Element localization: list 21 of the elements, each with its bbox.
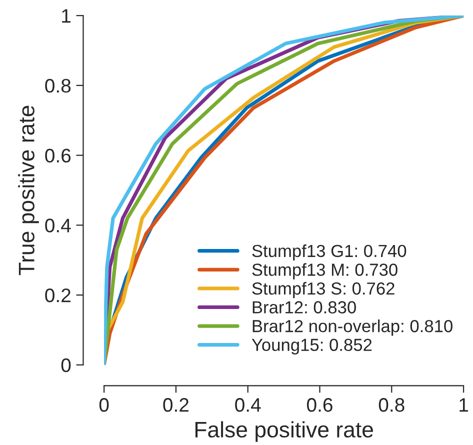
legend-label: Brar12 non-overlap: 0.810 xyxy=(252,320,452,336)
x-tick-label: 1 xyxy=(460,398,468,412)
legend-label: Young15: 0.852 xyxy=(252,338,372,354)
y-tick-label: 0.4 xyxy=(45,218,71,232)
legend-label: Stumpf13 S: 0.762 xyxy=(252,282,394,298)
x-tick-label: 0 xyxy=(99,398,109,412)
y-tick-label: 0.8 xyxy=(45,78,71,93)
legend-label: Stumpf13 G1: 0.740 xyxy=(252,244,406,261)
x-axis-title: False positive rate xyxy=(195,421,373,442)
line-series xyxy=(104,16,464,365)
x-tick-label: 0.8 xyxy=(378,398,404,412)
x-tick-label: 0.2 xyxy=(163,398,188,412)
x-tick-label: 0.6 xyxy=(306,398,332,412)
legend-label: Brar12: 0.830 xyxy=(252,301,356,314)
y-tick-label: 1 xyxy=(62,9,70,23)
y-tick-label: 0.6 xyxy=(45,148,71,163)
y-axis-title: True positive rate xyxy=(18,106,39,276)
y-tick-label: 0.2 xyxy=(45,288,70,302)
legend-label: Stumpf13 M: 0.730 xyxy=(252,263,398,280)
y-tick-label: 0 xyxy=(61,358,71,372)
x-tick-label: 0.4 xyxy=(235,398,261,412)
